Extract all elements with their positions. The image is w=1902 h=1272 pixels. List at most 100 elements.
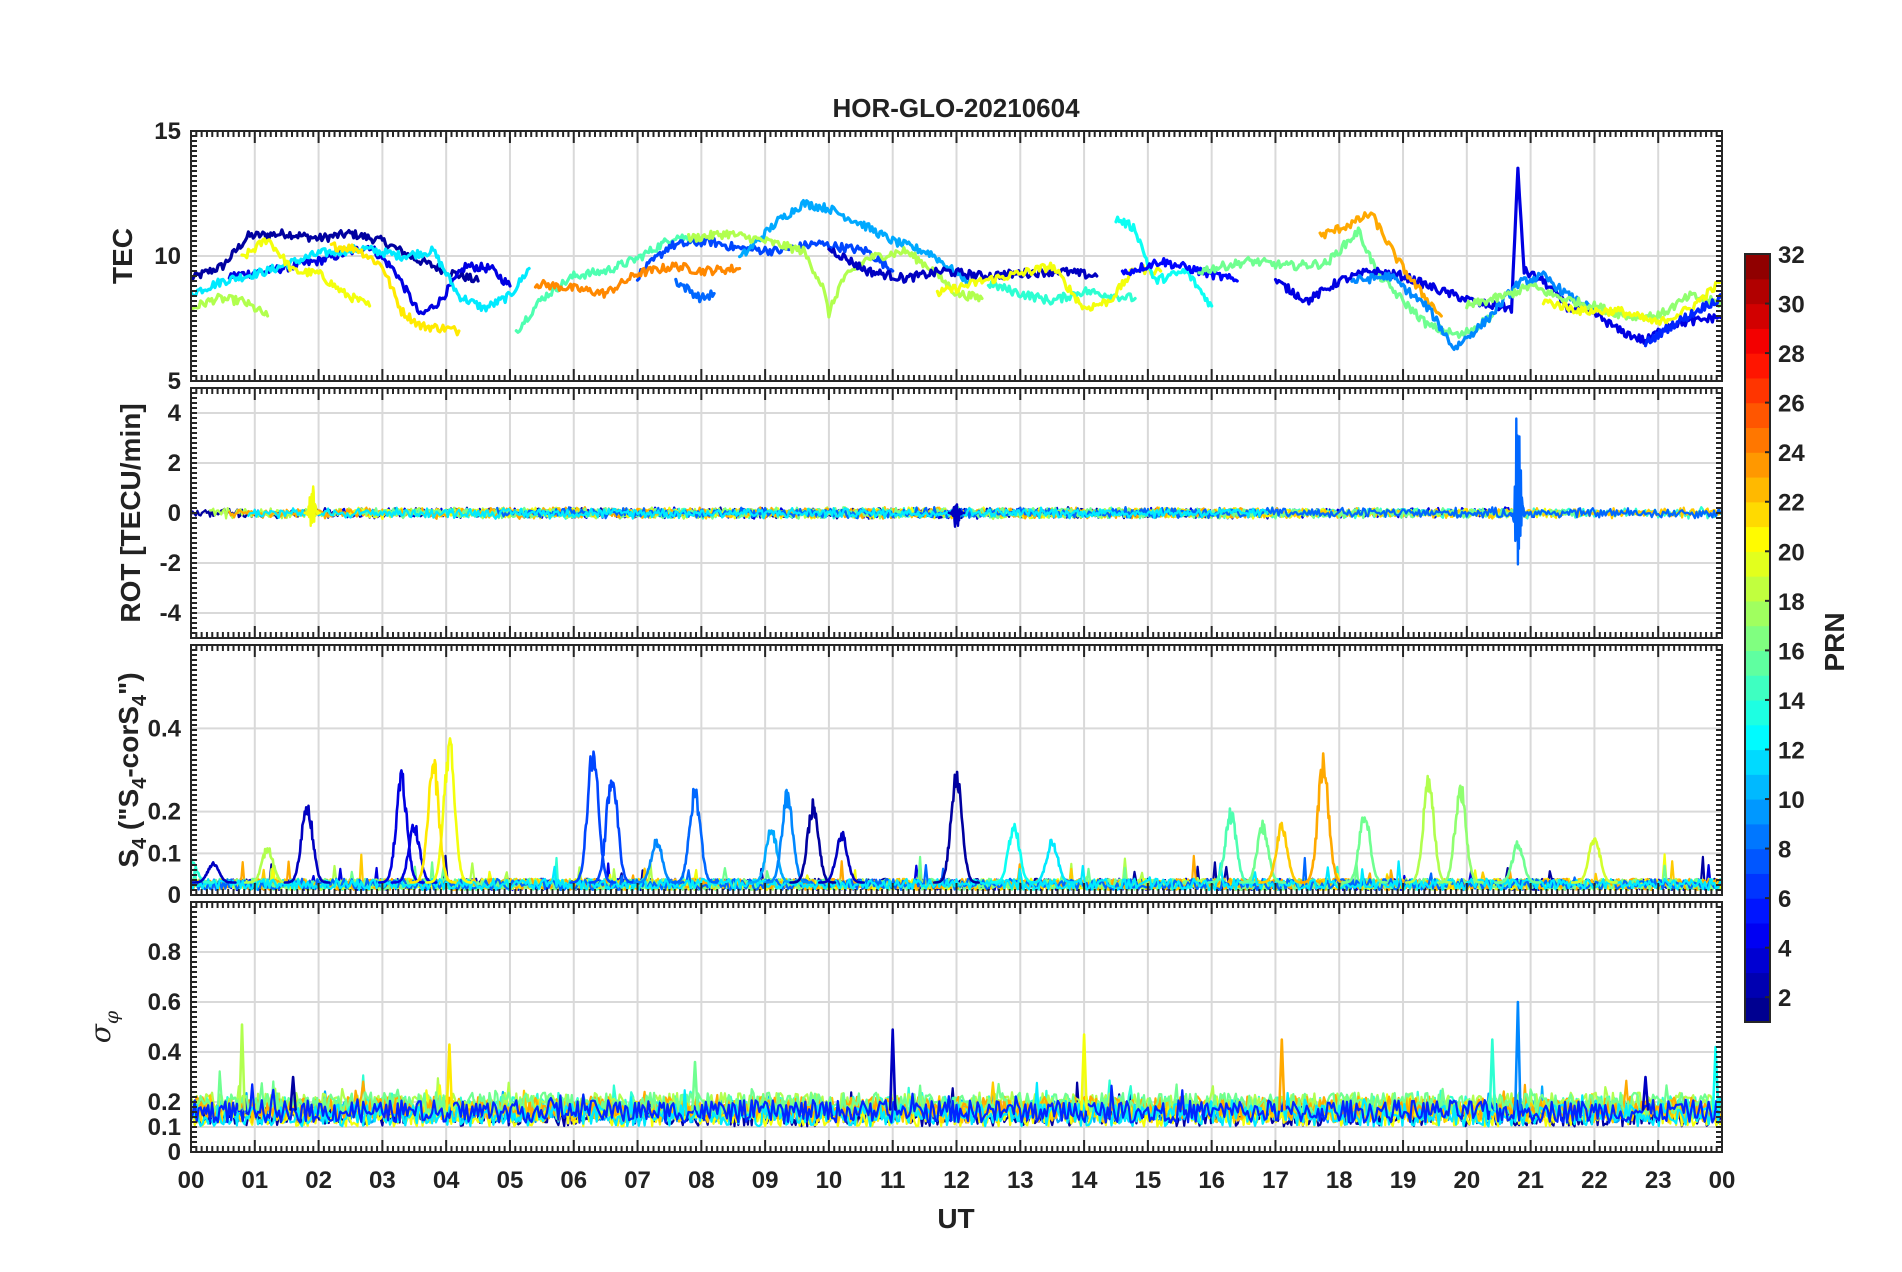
x-tick-label: 07: [624, 1167, 651, 1194]
colorbar-segment: [1745, 873, 1770, 899]
colorbar-tick-label: 6: [1778, 886, 1791, 913]
tec-series-prn-7: [635, 235, 895, 282]
colorbar-segment: [1745, 650, 1770, 676]
s4-peak-prn-14: [191, 858, 215, 884]
colorbar-segment: [1745, 997, 1770, 1023]
sigma-spike-prn-2: [289, 1075, 297, 1111]
s4-peak-prn-15: [1207, 807, 1255, 884]
colorbar-segment: [1745, 749, 1770, 775]
s4-peak-prn-8: [671, 787, 719, 884]
colorbar-segment: [1745, 377, 1770, 404]
s4-baseline-prn-12: [191, 860, 1722, 892]
tec-series-prn-8: [674, 277, 716, 304]
y-tick-label: 0: [168, 500, 181, 527]
x-tick-label: 14: [1071, 1167, 1098, 1194]
x-axis: 00 01 02 03 04 05 06 07 08 09 10 11 12 13 14 15 16 17 18 19…: [178, 1167, 1736, 1194]
colorbar-segment: [1745, 625, 1770, 651]
y-tick-label: 0.8: [148, 939, 181, 966]
x-tick-label: 00: [1709, 1167, 1736, 1194]
sigma-spike-prn-9: [1514, 1000, 1522, 1111]
s4-peak-prn-19: [1570, 837, 1618, 884]
s4-peak-prn-16: [1341, 816, 1389, 884]
x-tick-label: 13: [1007, 1167, 1034, 1194]
tec-series-prn-24: [533, 261, 742, 299]
tec-series-prn-20: [935, 261, 1163, 312]
y-tick-label: 0.1: [148, 840, 181, 867]
panel-sigma_phi: 00.10.2 0.4 0.6 0.8 σφ: [84, 901, 1723, 1166]
colorbar-tick-label: 12: [1778, 737, 1805, 764]
tec-series-prn-20: [240, 237, 372, 308]
x-tick-label: 20: [1453, 1167, 1480, 1194]
colorbar-tick-label: 10: [1778, 787, 1805, 814]
tec-series-prn-9: [1350, 270, 1596, 351]
x-tick-label: 01: [241, 1167, 268, 1194]
tec-series-prn-6: [1643, 293, 1722, 348]
x-tick-label: 12: [943, 1167, 970, 1194]
colorbar-tick-label: 16: [1778, 638, 1805, 665]
y-tick-label: 0.1: [148, 1114, 181, 1141]
x-tick-label: 05: [497, 1167, 524, 1194]
x-axis-label: UT: [937, 1203, 974, 1234]
colorbar-segment: [1745, 526, 1770, 552]
colorbar-frame: [1744, 253, 1771, 1023]
colorbar-segment: [1745, 576, 1770, 602]
s4-peak-prn-18: [243, 847, 291, 884]
colorbar-segment: [1745, 947, 1770, 974]
colorbar-segment: [1745, 278, 1770, 305]
s4-peak-prn-18: [1404, 774, 1452, 884]
x-ticks: [190, 130, 1723, 382]
colorbar-tick-label: 8: [1778, 837, 1791, 864]
colorbar-segment: [1745, 427, 1770, 453]
colorbar-tick-label: 14: [1778, 688, 1805, 715]
x-tick-label: 10: [816, 1167, 843, 1194]
data-sigma_phi: [191, 1000, 1722, 1128]
colorbar-tick-label: 20: [1778, 539, 1805, 566]
colorbar-segment: [1745, 452, 1770, 478]
tec-series-prn-18: [191, 292, 270, 318]
s4-peak-prn-4: [377, 769, 425, 884]
tec-series-prn-2: [191, 228, 480, 284]
panel-s4: 0 0.1 0.2 0.4S4 ("S4-corS4"): [113, 644, 1723, 909]
s4-peak-prn-13: [990, 822, 1038, 884]
x-tick-label: 19: [1390, 1167, 1417, 1194]
tec-series-prn-16: [1197, 226, 1494, 339]
colorbar-segment: [1745, 675, 1770, 701]
sigma-spike-prn-13: [1711, 1045, 1720, 1111]
sigma-spike-prn-18: [238, 1023, 246, 1111]
s4-peak-prn-22: [1258, 821, 1306, 884]
y-tick-label: 0.2: [148, 1089, 181, 1116]
s4-peak-prn-9: [763, 788, 811, 884]
colorbar-label: PRN: [1819, 612, 1850, 671]
s4-peak-prn-7: [588, 779, 636, 884]
y-tick-label: 0.6: [148, 989, 181, 1016]
s4-peak-prn-3: [818, 830, 865, 884]
colorbar-tick-label: 4: [1778, 936, 1792, 963]
chart-title: HOR-GLO-20210604: [832, 93, 1080, 123]
tec-series-prn-14: [986, 279, 1137, 306]
y-tick-label: 0: [168, 1139, 181, 1166]
data-rot: [191, 417, 1722, 566]
y-tick-label: 4: [168, 400, 182, 427]
x-tick-label: 00: [178, 1167, 205, 1194]
rot-series-prn-12: [247, 506, 1269, 520]
colorbar-segment: [1745, 774, 1770, 800]
x-tick-label: 23: [1645, 1167, 1672, 1194]
x-tick-label: 22: [1581, 1167, 1608, 1194]
y-tick-label: 5: [168, 368, 181, 395]
s4-peak-prn-3: [191, 861, 237, 884]
s4-peak-prn-7: [569, 750, 617, 884]
rot-event-prn-20: [303, 485, 322, 527]
s4-peak-prn-2: [932, 770, 980, 884]
tec-series-prn-21: [329, 241, 461, 337]
x-tick-label: 18: [1326, 1167, 1353, 1194]
data-s4: [191, 737, 1722, 892]
x-tick-label: 21: [1517, 1167, 1544, 1194]
y-tick-label: 0: [168, 882, 181, 909]
panel-rot: -4 -2 0 2 4 ROT [TECU/min]: [115, 387, 1723, 639]
rot-event-prn-3: [947, 503, 966, 528]
colorbar-segment: [1745, 328, 1770, 354]
x-ticks: [190, 387, 1723, 639]
x-tick-label: 03: [369, 1167, 396, 1194]
